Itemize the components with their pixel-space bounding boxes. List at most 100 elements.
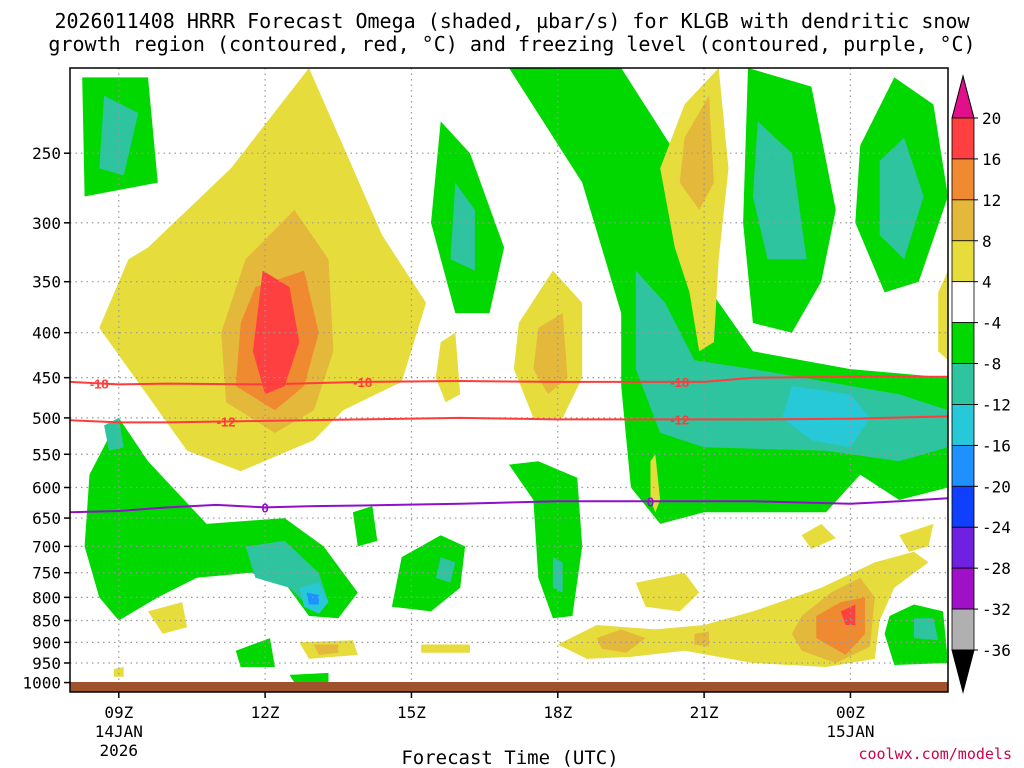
omega-region-26: [391, 535, 466, 612]
credit-link[interactable]: coolwx.com/models: [858, 745, 1012, 763]
x-tick-label-18Z: 18Z: [543, 703, 572, 722]
omega-region-7: [450, 182, 475, 271]
colorbar-label--12: -12: [982, 395, 1011, 414]
omega-region-15: [679, 95, 714, 210]
colorbar-label--20: -20: [982, 477, 1011, 496]
omega-shading: [82, 68, 948, 682]
omega-region-47: [650, 454, 661, 513]
omega-region-41: [235, 638, 275, 667]
colorbar-band-0: [951, 117, 975, 160]
freezing-level-0-line: [70, 497, 948, 514]
omega-region-43: [313, 644, 339, 655]
colorbar-top-arrow: [951, 74, 975, 119]
colorbar-band-5: [951, 322, 975, 364]
omega-region-45: [421, 644, 470, 653]
omega-region-46: [113, 667, 124, 677]
omega-region-13: [782, 386, 870, 448]
x-tick-date-09Z: 14JAN: [95, 722, 143, 741]
dgz-minus18-label-1: -18: [353, 375, 372, 390]
y-tick-label-600: 600: [32, 479, 61, 498]
colorbar-label--8: -8: [982, 355, 1001, 374]
dgz-minus12-line: [70, 415, 948, 424]
omega-region-24: [306, 592, 319, 605]
ground-strip: [70, 682, 948, 692]
colorbar-band-1: [951, 158, 975, 201]
colorbar-label--28: -28: [982, 559, 1011, 578]
colorbar-band-3: [951, 240, 975, 283]
dgz-minus18-label-2: -18: [670, 375, 689, 390]
y-tick-label-700: 700: [32, 537, 61, 556]
omega-region-48: [801, 523, 836, 550]
colorbar-band-9: [951, 485, 975, 528]
omega-region-36: [694, 631, 709, 647]
plot-frame: [69, 67, 949, 693]
colorbar-band-6: [951, 363, 975, 405]
x-tick-label-00Z: 00Z: [836, 703, 865, 722]
freezing-level-0-label-0: 0: [261, 500, 268, 515]
y-tick-label-250: 250: [32, 144, 61, 163]
omega-region-17: [752, 121, 807, 260]
colorbar-label--36: -36: [982, 641, 1011, 660]
contour-lines: -18 -18 -18 -12 -12 0 0: [70, 375, 948, 515]
y-tick-label-500: 500: [32, 409, 61, 428]
colorbar-label-16: 16: [982, 150, 1001, 169]
plot-area: -18 -18 -18 -12 -12 0 0: [70, 68, 948, 692]
dgz-minus18-line: [70, 375, 948, 386]
y-tick-label-550: 550: [32, 445, 61, 464]
y-tick-label-450: 450: [32, 369, 61, 388]
dgz-minus18-label-0: -18: [90, 376, 109, 391]
chart-title-line-1: 2026011408 HRRR Forecast Omega (shaded, …: [54, 9, 970, 33]
omega-region-28: [352, 506, 378, 547]
colorbar-band-7: [951, 404, 975, 446]
colorbar-label-8: 8: [982, 232, 992, 251]
colorbar-label-12: 12: [982, 191, 1001, 210]
colorbar-band-8: [951, 444, 975, 487]
dgz-minus12-label-0: -12: [217, 415, 236, 430]
omega-region-40: [148, 602, 188, 634]
colorbar-label--24: -24: [982, 518, 1011, 537]
colorbar-label--16: -16: [982, 436, 1011, 455]
axes: 250 300 350 400 450 500 550 600 650 700 750 800 850 9…: [22, 67, 949, 760]
y-tick-label-300: 300: [32, 214, 61, 233]
chart-title-line-2: growth region (contoured, red, °C) and f…: [48, 32, 975, 56]
y-tick-label-650: 650: [32, 509, 61, 528]
omega-region-12: [635, 270, 948, 462]
colorbar-band-4: [951, 281, 975, 324]
omega-region-5: [252, 270, 300, 395]
omega-region-39: [913, 618, 939, 641]
omega-region-32: [596, 629, 646, 653]
omega-region-20: [938, 270, 948, 361]
omega-region-27: [435, 557, 456, 583]
x-axis-label: Forecast Time (UTC): [401, 747, 618, 768]
y-tick-label-350: 350: [32, 273, 61, 292]
omega-region-37: [635, 572, 700, 612]
freezing-level-0-label-1: 0: [647, 494, 654, 509]
omega-region-1: [99, 95, 139, 176]
colorbar-band-10: [951, 526, 975, 569]
x-tick-date-00Z: 15JAN: [826, 722, 874, 741]
colorbar-band-2: [951, 199, 975, 242]
colorbar-band-12: [951, 608, 975, 651]
colorbar-label-20: 20: [982, 109, 1001, 128]
colorbar: 20 16 12 8 4 -4 -8 -12 -16 -20 -24 -28 -32 -36: [951, 74, 1011, 694]
colorbar-band-11: [951, 567, 975, 610]
dgz-minus12-label-1: -12: [670, 412, 689, 427]
omega-region-44: [289, 672, 329, 682]
omega-region-9: [533, 313, 568, 395]
omega-region-49: [899, 523, 934, 552]
omega-region-19: [879, 137, 924, 260]
x-tick-year-09Z: 2026: [100, 741, 139, 760]
colorbar-label--4: -4: [982, 314, 1001, 333]
omega-region-10: [435, 332, 461, 403]
colorbar-label-4: 4: [982, 273, 992, 292]
y-tick-label-800: 800: [32, 588, 61, 607]
y-tick-label-1000: 1000: [22, 674, 61, 693]
x-tick-label-12Z: 12Z: [251, 703, 280, 722]
y-tick-label-950: 950: [32, 654, 61, 673]
x-tick-label-21Z: 21Z: [690, 703, 719, 722]
y-tick-label-750: 750: [32, 564, 61, 583]
y-tick-label-850: 850: [32, 612, 61, 631]
colorbar-label--32: -32: [982, 600, 1011, 619]
y-tick-label-900: 900: [32, 633, 61, 652]
omega-region-35: [840, 604, 856, 625]
